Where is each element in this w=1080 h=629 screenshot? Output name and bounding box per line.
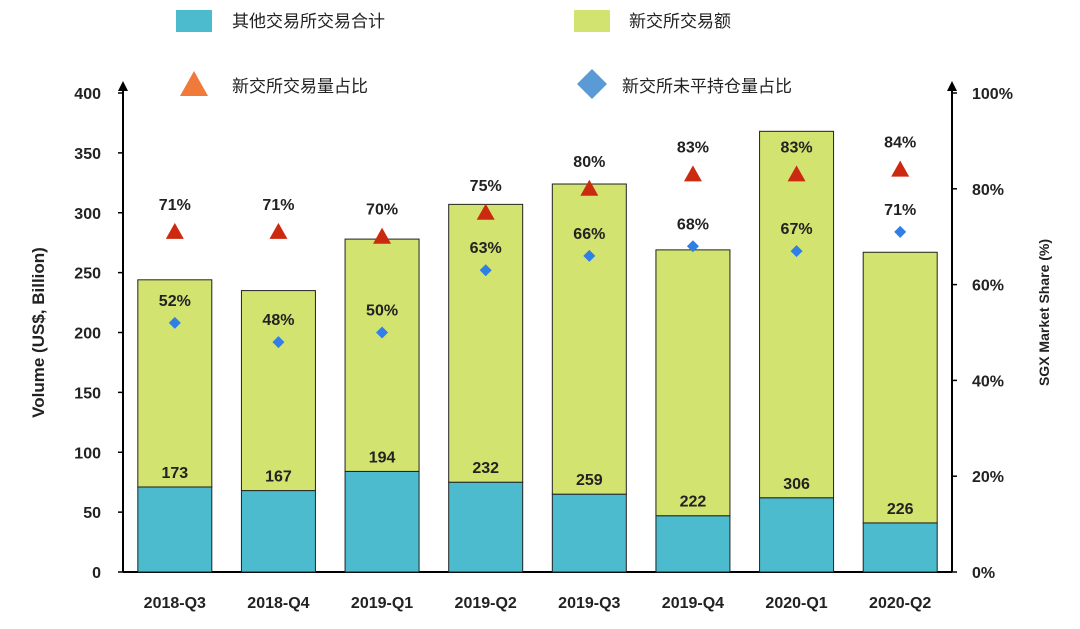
data-labels: 173 71% 52% 167 71% 48% 194 70% 50% 232 75% 63% 259 8… <box>159 135 916 518</box>
y-tick-label: 150 <box>74 385 101 402</box>
legend-label-open-interest-share: 新交所未平持仓量占比 <box>622 77 792 97</box>
bar-sgx-label: 232 <box>472 460 499 477</box>
legend-swatch-other-exchanges <box>176 10 212 32</box>
marker-open-interest-share <box>583 249 596 262</box>
open-interest-share-label: 52% <box>159 293 191 310</box>
bar-sgx-label: 259 <box>576 472 603 489</box>
x-tick-label: 2018-Q4 <box>247 595 309 612</box>
y2-tick-label: 100% <box>972 86 1013 103</box>
marker-volume-share <box>683 165 702 182</box>
marker-open-interest-share <box>894 225 907 238</box>
open-interest-share-label: 66% <box>573 226 605 243</box>
volume-share-label: 84% <box>884 135 916 152</box>
y-axis-right-arrow <box>947 81 957 91</box>
y-tick-label: 350 <box>74 146 101 163</box>
marker-volume-share <box>373 227 392 244</box>
x-tick-label: 2019-Q4 <box>662 595 724 612</box>
bar-sgx <box>862 251 938 524</box>
marker-volume-share <box>165 222 184 239</box>
marker-open-interest-share <box>168 316 181 329</box>
x-tick-label: 2020-Q2 <box>869 595 931 612</box>
y2-axis-title: SGX Market Share (%) <box>1036 239 1052 386</box>
open-interest-share-label: 71% <box>884 202 916 219</box>
y-tick-label: 300 <box>74 206 101 223</box>
bars <box>137 130 938 573</box>
y2-tick-label: 40% <box>972 373 1004 390</box>
bar-sgx-label: 226 <box>887 501 914 518</box>
x-tick-label: 2018-Q3 <box>144 595 206 612</box>
bar-other-exchanges <box>551 493 627 573</box>
bar-other-exchanges <box>759 497 835 573</box>
marker-open-interest-share <box>272 336 285 349</box>
legend-label-other-exchanges: 其他交易所交易合计 <box>232 12 385 32</box>
volume-share-label: 71% <box>159 197 191 214</box>
volume-share-label: 70% <box>366 202 398 219</box>
legend-triangle-icon <box>180 71 208 96</box>
legend-swatch-sgx <box>574 10 610 32</box>
y2-tick-label: 60% <box>972 278 1004 295</box>
bar-sgx <box>137 279 213 488</box>
y2-tick-label: 20% <box>972 469 1004 486</box>
bar-other-exchanges <box>344 470 420 573</box>
marker-open-interest-share <box>790 245 803 258</box>
bar-sgx <box>655 249 731 517</box>
marker-open-interest-share <box>376 326 389 339</box>
bar-sgx-label: 306 <box>783 476 810 493</box>
y-tick-label: 200 <box>74 326 101 343</box>
legend-diamond-icon <box>577 69 607 99</box>
marker-volume-share <box>787 165 806 182</box>
y-tick-label: 250 <box>74 266 101 283</box>
marker-volume-share <box>891 160 910 177</box>
y-axis-left-arrow <box>118 81 128 91</box>
y-axis-title: Volume (US$, Billion) <box>29 247 48 418</box>
volume-share-label: 83% <box>677 139 709 156</box>
bar-sgx <box>448 203 524 483</box>
bar-sgx <box>240 290 316 492</box>
bar-sgx-label: 222 <box>680 494 707 511</box>
bar-other-exchanges <box>137 486 213 573</box>
bar-other-exchanges <box>655 515 731 573</box>
y-tick-label: 0 <box>92 565 101 582</box>
bar-sgx-label: 194 <box>369 449 396 466</box>
volume-share-label: 75% <box>470 178 502 195</box>
x-tick-label: 2019-Q1 <box>351 595 413 612</box>
marker-open-interest-share <box>686 240 699 253</box>
x-tick-label: 2019-Q3 <box>558 595 620 612</box>
bar-sgx-label: 167 <box>265 469 292 486</box>
open-interest-share-label: 67% <box>781 221 813 238</box>
marker-open-interest-share <box>479 264 492 277</box>
markers <box>165 160 910 349</box>
bar-sgx-label: 173 <box>161 465 188 482</box>
bar-sgx <box>551 183 627 495</box>
open-interest-share-label: 63% <box>470 240 502 257</box>
volume-share-label: 83% <box>781 139 813 156</box>
bar-sgx <box>759 130 835 499</box>
y2-tick-label: 80% <box>972 182 1004 199</box>
marker-volume-share <box>269 222 288 239</box>
volume-share-label: 80% <box>573 154 605 171</box>
open-interest-share-label: 48% <box>262 312 294 329</box>
bar-other-exchanges <box>448 481 524 573</box>
marker-volume-share <box>580 179 599 196</box>
volume-share-label: 71% <box>262 197 294 214</box>
axes: 0 50 100 150 200 250 300 350 400 0% 20% 40% 60% 80% 10… <box>29 81 1052 612</box>
marker-volume-share <box>476 203 495 220</box>
bar-sgx <box>344 238 420 472</box>
x-tick-label: 2020-Q1 <box>765 595 827 612</box>
y-tick-label: 400 <box>74 86 101 103</box>
y2-tick-label: 0% <box>972 565 995 582</box>
open-interest-share-label: 50% <box>366 303 398 320</box>
x-tick-label: 2019-Q2 <box>455 595 517 612</box>
bar-other-exchanges <box>862 522 938 573</box>
bar-other-exchanges <box>240 490 316 573</box>
legend-label-sgx: 新交所交易额 <box>629 12 731 32</box>
legend-label-volume-share: 新交所交易量占比 <box>232 77 368 97</box>
open-interest-share-label: 68% <box>677 216 709 233</box>
y-tick-label: 100 <box>74 445 101 462</box>
y-tick-label: 50 <box>83 505 101 522</box>
